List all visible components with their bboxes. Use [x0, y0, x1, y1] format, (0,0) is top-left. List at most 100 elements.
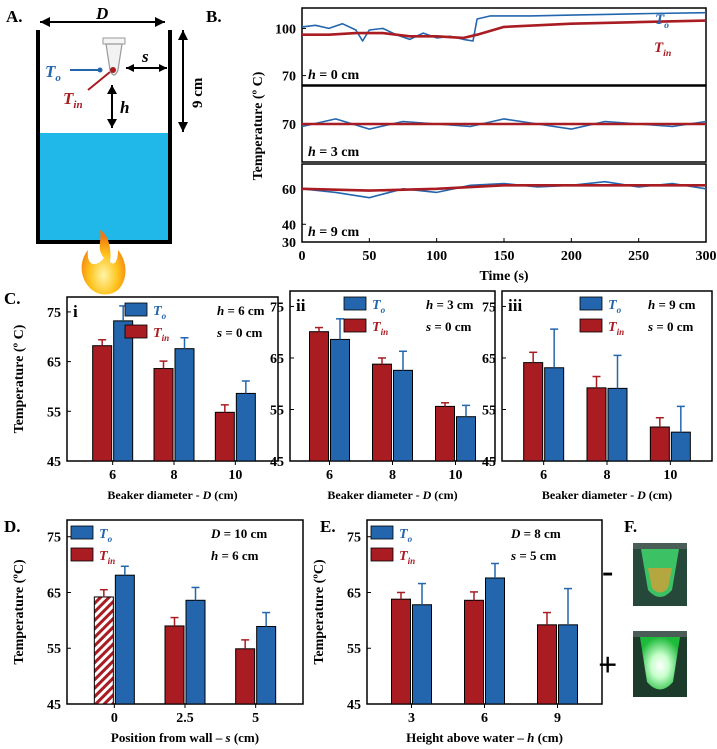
x-tick-label: 10 [228, 468, 242, 483]
annotation-2: h = 6 cm [211, 548, 259, 563]
legend-swatch-to [370, 525, 394, 540]
h-symbol: h [120, 98, 129, 117]
annotation-1: h = 6 cm [217, 303, 265, 318]
y-tick-label: 45 [47, 455, 61, 470]
series-tin-line [302, 19, 707, 40]
panel-label-b: B. [206, 7, 222, 26]
bar-chart-c-iii: 45 55 65 75 6 8 10 To Tin h = 9 cm s = 0 cm iii Beak… [482, 290, 713, 502]
bar-to [235, 392, 256, 462]
x-axis-title: Time (s) [479, 269, 528, 284]
x-tick-label: 8 [604, 468, 611, 483]
flame-icon [81, 230, 126, 295]
annotation-2: s = 5 cm [510, 548, 556, 563]
x-tick-label: 6 [109, 468, 116, 483]
subplot-0: 70 100 h = 0 cm [275, 7, 707, 86]
bar-tin [214, 411, 235, 462]
legend-to: To [153, 304, 167, 321]
legend-to: To [655, 12, 669, 31]
legend-swatch-tin [70, 547, 94, 562]
y-tick-label: 60 [282, 183, 296, 198]
bar-chart-c-ii: 45 55 65 75 6 8 10 To Tin h = 3 cm s = 0 cm ii Beake… [270, 290, 496, 502]
bar-to [393, 369, 413, 462]
photo-plus-sign: + [598, 647, 617, 684]
bar-tin [93, 596, 114, 705]
bar-to [114, 574, 135, 705]
bar-tin [435, 405, 455, 462]
bar-to [412, 604, 432, 705]
width-symbol: D [95, 4, 108, 23]
photo-positive [633, 631, 687, 697]
y-tick-label: 65 [482, 352, 496, 367]
panel-a-schematic: A. D To Tin s h [6, 4, 206, 295]
x-tick-label: 0 [111, 711, 118, 726]
beaker-icon [36, 30, 172, 244]
y-tick-label: 55 [270, 403, 284, 418]
bar-chart-d: 45 55 65 75 0 2.5 5 To Tin D = 10 cm h = 6 cm Posit… [12, 519, 304, 745]
bar-tin [391, 598, 411, 705]
annotation-2: s = 0 cm [425, 319, 471, 334]
y-tick-label: 65 [347, 586, 361, 601]
bar-tin [464, 599, 484, 705]
legend-swatch-to [579, 296, 603, 311]
x-tick-label: 10 [449, 468, 463, 483]
y-tick-label: 45 [270, 455, 284, 470]
subplot-label: h = 3 cm [308, 145, 359, 160]
x-tick-label: 8 [389, 468, 396, 483]
bar-to [544, 367, 565, 462]
x-tick-label: 250 [628, 249, 649, 264]
bar-tin [537, 624, 557, 705]
subplot-2: 30 40 60 h = 9 cm [282, 163, 707, 251]
y-tick-label: 55 [482, 403, 496, 418]
annotation-2: s = 0 cm [647, 319, 693, 334]
subplot-label: h = 9 cm [308, 225, 359, 240]
y-tick-label: 75 [347, 531, 361, 546]
x-axis-title: Position from wall – s (cm) [111, 730, 259, 745]
y-tick-label: 75 [270, 300, 284, 315]
panel-label-f: F. [624, 517, 637, 536]
x-axis-title: Beaker diameter - D (cm) [107, 488, 237, 502]
subplot-label: h = 0 cm [308, 68, 359, 83]
panel-label-e: E. [320, 517, 336, 536]
y-tick-label: 100 [275, 22, 296, 37]
y-tick-label: 55 [47, 642, 61, 657]
x-tick-label: 9 [554, 711, 561, 726]
x-tick-label: 6 [481, 711, 488, 726]
bar-to [607, 387, 628, 462]
legend-swatch-to [343, 296, 367, 311]
y-tick-label: 30 [282, 236, 296, 251]
legend-swatch-tin [370, 547, 394, 562]
y-tick-label: 55 [347, 642, 361, 657]
bar-tin [164, 625, 185, 705]
bar-tin [649, 426, 670, 462]
x-tick-label: 200 [561, 249, 582, 264]
legend-tin: Tin [399, 549, 415, 566]
legend-to: To [399, 527, 413, 544]
y-tick-label: 45 [347, 698, 361, 713]
photo-minus-sign: - [602, 553, 613, 590]
photo-negative [633, 543, 687, 606]
x-axis-title: Height above water – h (cm) [406, 730, 563, 745]
legend-swatch-to [124, 302, 148, 317]
x-tick-label: 300 [696, 249, 717, 264]
subpanel-label: i [73, 302, 78, 321]
tube-icon [102, 37, 126, 76]
series-to-line [301, 11, 707, 42]
y-tick-label: 55 [47, 405, 61, 420]
legend-tin: Tin [654, 40, 671, 59]
y-tick-label: 45 [482, 455, 496, 470]
legend-tin: Tin [372, 320, 388, 337]
y-axis-title: Temperature (ºC) [12, 559, 27, 665]
y-tick-label: 65 [270, 352, 284, 367]
y-tick-label: 70 [282, 118, 296, 133]
y-tick-label: 45 [47, 698, 61, 713]
y-tick-label: 40 [282, 218, 296, 233]
bar-tin [153, 368, 174, 462]
y-tick-label: 70 [282, 70, 296, 85]
y-tick-label: 75 [482, 300, 496, 315]
x-tick-label: 6 [326, 468, 333, 483]
x-tick-label: 0 [299, 249, 306, 264]
x-axis-title: Beaker diameter - D (cm) [542, 488, 672, 502]
bar-to [174, 348, 195, 462]
x-tick-label: 5 [252, 711, 259, 726]
